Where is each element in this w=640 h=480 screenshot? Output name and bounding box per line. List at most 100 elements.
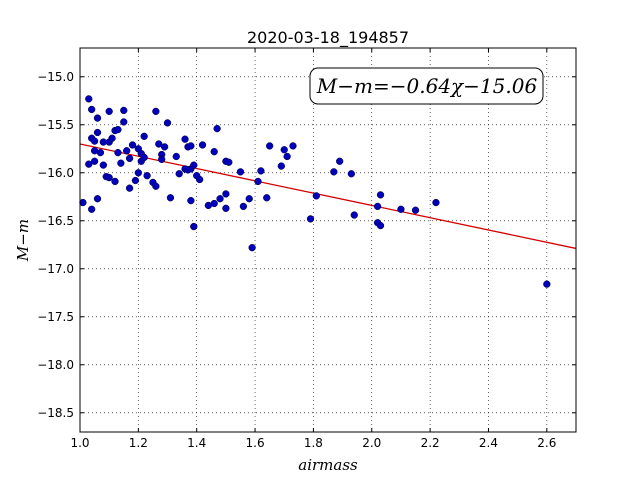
data-point xyxy=(411,206,420,214)
data-point xyxy=(140,153,148,162)
data-point xyxy=(105,173,113,182)
data-point xyxy=(236,168,245,176)
data-point xyxy=(88,105,96,114)
data-point xyxy=(283,152,291,161)
data-point xyxy=(172,152,180,161)
data-point xyxy=(350,211,358,219)
grid-lines xyxy=(79,48,576,432)
data-point xyxy=(181,135,189,143)
data-point xyxy=(120,106,128,115)
y-tick-label: −18.5 xyxy=(37,406,74,420)
x-tick-label: 2.0 xyxy=(362,436,381,450)
data-point xyxy=(397,205,405,213)
y-tick-label: −15.5 xyxy=(37,118,74,132)
data-point xyxy=(152,107,160,116)
data-point xyxy=(263,194,271,202)
data-point xyxy=(93,128,102,137)
data-points xyxy=(79,95,551,288)
fit-line xyxy=(79,143,577,250)
x-tick-label: 2.4 xyxy=(479,436,498,450)
y-tick-label: −17.5 xyxy=(37,310,74,324)
data-point xyxy=(85,95,93,103)
data-point xyxy=(99,161,107,169)
data-point xyxy=(376,221,385,230)
data-point xyxy=(225,158,233,166)
x-tick-label: 1.8 xyxy=(304,436,323,450)
data-point xyxy=(131,176,140,185)
data-point xyxy=(248,244,256,252)
data-point xyxy=(190,222,198,231)
data-point xyxy=(114,148,122,157)
data-point xyxy=(134,169,143,177)
data-point xyxy=(222,190,230,198)
y-tick-label: −15.0 xyxy=(37,70,74,84)
data-point xyxy=(289,142,297,150)
data-point xyxy=(105,107,113,116)
data-point xyxy=(239,202,248,211)
data-point xyxy=(222,204,230,212)
data-point xyxy=(347,170,355,178)
data-point xyxy=(143,172,151,180)
data-point xyxy=(245,195,253,203)
data-point xyxy=(93,114,102,122)
data-point xyxy=(265,142,274,150)
data-point xyxy=(190,161,198,169)
data-point xyxy=(175,170,183,178)
annotation-text: M−m=−0.64χ−15.06 xyxy=(316,74,538,98)
data-point xyxy=(216,195,224,203)
data-point xyxy=(85,160,93,168)
data-point xyxy=(306,215,315,223)
x-tick-label: 1.2 xyxy=(129,436,148,450)
data-point xyxy=(128,141,137,149)
data-point xyxy=(543,280,551,288)
data-point xyxy=(114,125,122,134)
chart-title: 2020-03-18_194857 xyxy=(247,28,409,48)
x-tick-label: 1.0 xyxy=(70,436,89,450)
annotation-frame xyxy=(309,67,544,105)
data-point xyxy=(155,140,163,148)
data-point xyxy=(166,194,175,202)
data-point xyxy=(312,192,320,200)
data-point xyxy=(108,134,116,142)
data-point xyxy=(125,184,134,192)
data-point xyxy=(210,148,218,156)
annotation-box: M−m=−0.64χ−15.06 xyxy=(309,67,544,105)
data-point xyxy=(198,141,207,149)
data-point xyxy=(117,159,125,167)
data-point xyxy=(125,154,134,163)
x-tick-label: 2.2 xyxy=(421,436,440,450)
y-tick-label: −18.0 xyxy=(37,358,74,372)
data-point xyxy=(432,198,440,207)
data-point xyxy=(280,146,288,154)
y-tick-label: −16.0 xyxy=(37,166,74,180)
data-point xyxy=(277,162,285,170)
y-tick-label: −16.5 xyxy=(37,214,74,228)
data-point xyxy=(123,147,131,155)
x-tick-label: 1.4 xyxy=(187,436,206,450)
data-point xyxy=(111,177,119,186)
data-point xyxy=(195,175,204,184)
data-point xyxy=(158,155,166,164)
data-point xyxy=(213,124,221,133)
fit-line-group xyxy=(79,143,577,250)
data-point xyxy=(96,148,105,157)
y-tick-label: −17.0 xyxy=(37,262,74,276)
y-axis-ticks: −15.0 −15.5 −16.0 −16.5 −17.0 −17.5 −18.0 −18.5 xyxy=(37,70,576,420)
x-tick-label: 1.6 xyxy=(246,436,265,450)
data-point xyxy=(330,168,338,176)
data-point xyxy=(140,132,148,140)
data-point xyxy=(90,157,99,165)
data-point xyxy=(79,198,87,207)
data-point xyxy=(160,143,169,151)
data-point xyxy=(187,196,195,205)
data-point xyxy=(210,199,218,208)
data-point xyxy=(163,119,172,127)
x-axis-label: airmass xyxy=(298,456,358,474)
data-point xyxy=(187,142,195,150)
data-point xyxy=(254,177,262,186)
data-point xyxy=(88,205,96,213)
x-axis-ticks: 1.0 1.2 1.4 1.6 1.8 2.0 2.2 2.4 2.6 xyxy=(70,48,556,450)
data-point xyxy=(336,157,344,165)
data-point xyxy=(373,202,382,211)
